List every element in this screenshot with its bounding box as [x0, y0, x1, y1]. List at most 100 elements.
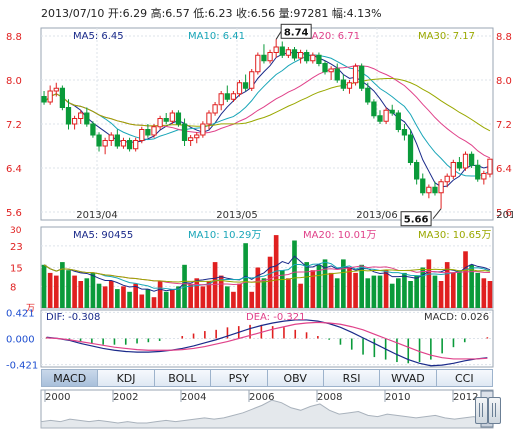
volume-bar [115, 289, 120, 308]
volume-bar [426, 259, 432, 308]
volume-bar [121, 286, 126, 308]
price-candle-body [200, 123, 206, 136]
volume-bar [444, 262, 450, 308]
price-candle-body [218, 93, 224, 106]
volume-bar [249, 291, 255, 308]
range-handle-left[interactable] [475, 397, 488, 424]
volume-bar [90, 272, 96, 308]
price-candle-body [468, 153, 475, 166]
price-legend-item: MA10: 6.41 [188, 31, 245, 42]
volume-bar [224, 286, 230, 308]
volume-bar [157, 281, 163, 308]
price-candle-body [456, 162, 463, 169]
volume-bar [414, 275, 419, 308]
tab-boll[interactable]: BOLL [154, 369, 212, 387]
tab-cci[interactable]: CCI [436, 369, 493, 387]
price-candle-body [285, 49, 292, 56]
volume-bar [127, 291, 132, 308]
volume-bar [328, 272, 334, 308]
volume-bar [151, 297, 157, 308]
price-candle-body [273, 46, 279, 53]
price-candle-body [261, 54, 267, 62]
volume-bar [182, 264, 187, 308]
price-candle-body [371, 101, 377, 117]
price-candle-body [65, 107, 72, 125]
volume-ma10-line [43, 261, 491, 290]
volume-bar [334, 278, 340, 308]
price-ytick-left: 8.8 [6, 32, 22, 43]
volume-ytick: 15 [10, 264, 23, 275]
overview-xtick: 2000 [45, 392, 70, 403]
macd-ytick: -0.421 [6, 361, 38, 372]
price-candle-body [133, 140, 139, 150]
macd-legend-dif: DIF: -0.308 [46, 312, 100, 323]
macd-legend-macd: MACD: 0.026 [424, 312, 489, 323]
tab-macd[interactable]: MACD [41, 369, 99, 387]
price-legend-item: MA5: 6.45 [73, 31, 124, 42]
volume-bar [341, 259, 346, 308]
price-candle-body [169, 112, 175, 122]
tab-rsi[interactable]: RSI [323, 369, 381, 387]
volume-bar [481, 278, 487, 308]
tab-obv[interactable]: OBV [267, 369, 324, 387]
volume-bar [237, 283, 242, 308]
price-candle-body [279, 46, 285, 56]
quote-header: 2013/07/10 开:6.29 高:6.57 低:6.23 收:6.56 量… [41, 7, 382, 20]
volume-bar [133, 283, 138, 308]
price-ma30-line [43, 77, 491, 132]
tab-kdj[interactable]: KDJ [98, 369, 155, 387]
price-candle-body [401, 129, 408, 136]
overview-area [40, 399, 494, 429]
volume-bar [47, 272, 53, 308]
annotation-leader-low [432, 208, 442, 220]
price-candle-body [481, 173, 487, 180]
price-xtick: 2013/07 [496, 210, 513, 221]
price-candle-body [267, 52, 273, 62]
price-candle-body [291, 49, 298, 59]
volume-legend-item: MA30: 10.65万 [418, 230, 491, 241]
price-candle-body [487, 158, 493, 175]
price-candle-body [53, 87, 59, 92]
price-candle-body [41, 96, 47, 103]
volume-bar [102, 286, 108, 308]
volume-bar [457, 270, 462, 308]
price-candle-body [230, 93, 237, 100]
volume-bar [322, 259, 328, 308]
volume-ytick: 23 [10, 242, 23, 253]
overview-xtick: 2012 [453, 392, 478, 403]
price-candle-body [126, 140, 133, 150]
volume-bar [487, 281, 493, 308]
range-handle-right[interactable] [488, 397, 501, 424]
volume-bar [298, 283, 303, 308]
price-candle-body [444, 175, 450, 183]
volume-bar [194, 278, 200, 308]
price-ytick-left: 8.0 [6, 76, 22, 87]
tab-wvad[interactable]: WVAD [380, 369, 437, 387]
volume-bar [66, 270, 71, 308]
macd-legend-dea: DEA: -0.321 [246, 312, 305, 323]
price-candle-body [340, 79, 346, 89]
macd-ytick: 0.000 [6, 335, 35, 346]
volume-bar [108, 281, 114, 308]
volume-bar [78, 281, 84, 308]
tab-psy[interactable]: PSY [211, 369, 268, 387]
annotation-label-low: 5.66 [404, 215, 429, 226]
volume-bar [60, 262, 65, 308]
price-candle-body [163, 118, 169, 122]
price-ytick-right: 7.2 [496, 120, 512, 131]
price-candle-body [365, 87, 371, 103]
price-candle-body [102, 140, 108, 147]
volume-bar [432, 275, 438, 308]
price-candle-body [188, 137, 194, 141]
price-candle-body [352, 65, 359, 84]
price-candle-body [145, 129, 151, 136]
price-candle-body [90, 123, 96, 136]
price-candle-body [108, 134, 114, 141]
volume-bar [188, 283, 193, 308]
price-ytick-left: 5.6 [6, 208, 22, 219]
volume-bar [383, 270, 389, 308]
volume-bar [292, 240, 297, 308]
price-candle-body [242, 82, 249, 89]
